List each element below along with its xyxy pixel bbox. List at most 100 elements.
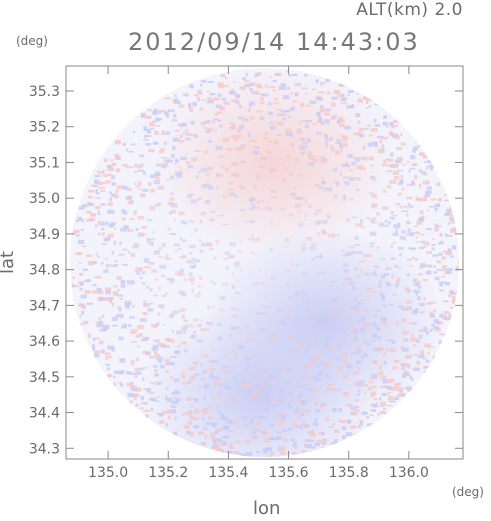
- speckle-cell: [408, 169, 411, 173]
- speckle-cell: [409, 167, 416, 170]
- speckle-cell: [289, 173, 293, 176]
- speckle-cell: [192, 330, 197, 334]
- speckle-cell: [369, 409, 374, 411]
- speckle-cell: [144, 135, 147, 139]
- speckle-cell: [355, 360, 362, 365]
- speckle-cell: [172, 137, 179, 142]
- speckle-cell: [277, 423, 284, 426]
- speckle-cell: [317, 132, 322, 135]
- speckle-cell: [360, 327, 365, 333]
- speckle-cell: [296, 453, 303, 457]
- speckle-cell: [365, 384, 369, 387]
- speckle-cell: [106, 367, 111, 371]
- speckle-cell: [365, 107, 369, 109]
- speckle-cell: [439, 289, 444, 292]
- speckle-cell: [119, 308, 122, 313]
- speckle-cell: [186, 397, 191, 401]
- speckle-cell: [337, 93, 345, 98]
- speckle-cell: [161, 130, 166, 135]
- speckle-cell: [368, 192, 374, 194]
- speckle-cell: [265, 130, 268, 136]
- speckle-cell: [261, 370, 268, 374]
- speckle-cell: [97, 232, 102, 236]
- speckle-cell: [174, 94, 177, 97]
- speckle-cell: [72, 285, 79, 288]
- speckle-cell: [130, 341, 138, 344]
- speckle-cell: [294, 446, 298, 449]
- speckle-cell: [296, 384, 300, 388]
- speckle-cell: [433, 357, 439, 362]
- speckle-cell: [362, 321, 367, 325]
- speckle-cell: [447, 209, 453, 213]
- speckle-cell: [383, 360, 387, 365]
- speckle-cell: [269, 451, 274, 456]
- speckle-cell: [411, 163, 418, 166]
- speckle-cell: [381, 136, 388, 140]
- speckle-cell: [436, 321, 441, 324]
- y-tick-label: 34.6: [29, 334, 60, 350]
- speckle-cell: [381, 164, 388, 167]
- speckle-cell: [248, 108, 251, 113]
- speckle-cell: [182, 132, 186, 135]
- speckle-cell: [406, 196, 413, 200]
- speckle-cell: [200, 211, 206, 216]
- speckle-cell: [160, 110, 167, 113]
- speckle-cell: [157, 342, 164, 347]
- speckle-cell: [247, 237, 254, 241]
- speckle-cell: [102, 324, 110, 329]
- speckle-cell: [446, 211, 451, 216]
- speckle-cell: [358, 380, 364, 383]
- speckle-cell: [89, 217, 95, 221]
- x-tick-label: 135.6: [269, 465, 309, 481]
- speckle-cell: [438, 340, 442, 344]
- speckle-cell: [423, 195, 428, 199]
- speckle-cell: [175, 350, 181, 355]
- speckle-cell: [270, 125, 273, 131]
- speckle-cell: [136, 184, 140, 189]
- speckle-cell: [189, 84, 194, 89]
- speckle-cell: [354, 336, 357, 341]
- radar-coverage-disk: [70, 68, 459, 457]
- speckle-cell: [155, 124, 161, 127]
- speckle-cell: [433, 309, 437, 313]
- speckle-cell: [403, 397, 408, 402]
- speckle-cell: [134, 163, 137, 168]
- speckle-cell: [369, 291, 377, 294]
- speckle-cell: [408, 205, 414, 208]
- speckle-cell: [314, 402, 317, 407]
- speckle-cell: [213, 282, 217, 285]
- speckle-cell: [130, 253, 136, 258]
- speckle-cell: [438, 242, 442, 245]
- speckle-cell: [171, 400, 179, 405]
- speckle-cell: [133, 130, 136, 134]
- speckle-cell: [444, 233, 448, 236]
- speckle-cell: [72, 231, 77, 236]
- speckle-cell: [211, 396, 216, 400]
- speckle-cell: [160, 274, 165, 278]
- speckle-cell: [271, 399, 276, 402]
- speckle-cell: [280, 414, 287, 419]
- speckle-cell: [244, 383, 252, 387]
- speckle-cell: [91, 260, 97, 265]
- speckle-cell: [376, 135, 384, 139]
- speckle-cell: [320, 386, 323, 389]
- speckle-cell: [401, 318, 407, 323]
- speckle-cell: [301, 144, 304, 148]
- speckle-cell: [148, 182, 151, 186]
- speckle-cell: [163, 141, 167, 145]
- speckle-cell: [149, 288, 153, 292]
- speckle-cell: [122, 370, 126, 373]
- speckle-cell: [156, 202, 162, 205]
- speckle-cell: [244, 439, 251, 443]
- speckle-cell: [317, 118, 322, 124]
- speckle-cell: [139, 407, 144, 410]
- speckle-cell: [142, 270, 146, 275]
- speckle-cell: [382, 121, 388, 126]
- speckle-cell: [140, 339, 148, 342]
- speckle-cell: [218, 155, 225, 158]
- speckle-cell: [196, 386, 203, 388]
- speckle-cell: [247, 391, 250, 396]
- speckle-cell: [420, 350, 425, 355]
- speckle-cell: [303, 383, 306, 388]
- speckle-cell: [238, 183, 242, 188]
